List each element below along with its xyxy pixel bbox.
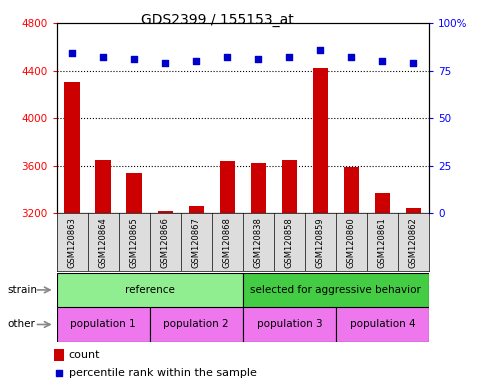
Text: GSM120867: GSM120867 [192, 217, 201, 268]
Text: GSM120863: GSM120863 [68, 217, 77, 268]
Bar [243, 307, 336, 342]
Text: GSM120838: GSM120838 [254, 217, 263, 268]
Point [130, 56, 138, 62]
Bar [336, 307, 429, 342]
Point [161, 60, 169, 66]
Text: reference: reference [125, 285, 175, 295]
Text: GSM120864: GSM120864 [99, 217, 108, 268]
Point [99, 54, 107, 60]
Point [68, 50, 76, 56]
Point [55, 369, 63, 376]
Bar [188, 206, 204, 213]
Point [223, 54, 231, 60]
Bar [127, 173, 142, 213]
Bar [250, 163, 266, 213]
Bar [344, 167, 359, 213]
Point [348, 54, 355, 60]
Text: GDS2399 / 155153_at: GDS2399 / 155153_at [141, 13, 293, 27]
Bar [406, 209, 421, 213]
Text: population 1: population 1 [70, 319, 136, 329]
Text: population 3: population 3 [256, 319, 322, 329]
Bar [57, 307, 150, 342]
Point [285, 54, 293, 60]
Bar [282, 160, 297, 213]
Point [379, 58, 387, 64]
Bar [54, 349, 65, 361]
Text: GSM120868: GSM120868 [223, 217, 232, 268]
Text: selected for aggressive behavior: selected for aggressive behavior [250, 285, 422, 295]
Bar [96, 160, 111, 213]
Bar [157, 211, 173, 213]
Point [317, 46, 324, 53]
Bar [57, 273, 243, 307]
Point [254, 56, 262, 62]
Text: GSM120865: GSM120865 [130, 217, 139, 268]
Text: other: other [7, 319, 35, 329]
Text: population 2: population 2 [164, 319, 229, 329]
Bar [65, 83, 80, 213]
Text: GSM120862: GSM120862 [409, 217, 418, 268]
Text: GSM120866: GSM120866 [161, 217, 170, 268]
Text: population 4: population 4 [350, 319, 415, 329]
Text: count: count [69, 350, 100, 360]
Text: GSM120860: GSM120860 [347, 217, 356, 268]
Bar [150, 307, 243, 342]
Text: GSM120858: GSM120858 [285, 217, 294, 268]
Text: GSM120861: GSM120861 [378, 217, 387, 268]
Bar [243, 273, 429, 307]
Point [192, 58, 200, 64]
Text: strain: strain [7, 285, 37, 295]
Text: GSM120859: GSM120859 [316, 217, 325, 268]
Bar [219, 161, 235, 213]
Point [410, 60, 418, 66]
Text: percentile rank within the sample: percentile rank within the sample [69, 367, 257, 377]
Bar [313, 68, 328, 213]
Bar [375, 193, 390, 213]
